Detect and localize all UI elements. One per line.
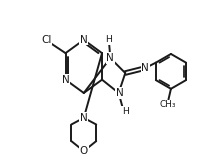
Text: N: N — [62, 75, 69, 85]
Text: N: N — [106, 53, 114, 63]
Text: N: N — [116, 88, 123, 98]
Text: H: H — [105, 35, 112, 44]
Text: O: O — [80, 146, 88, 156]
Text: N: N — [80, 35, 88, 45]
Text: H: H — [122, 107, 129, 116]
Text: Cl: Cl — [41, 35, 52, 45]
Text: N: N — [80, 113, 88, 123]
Text: N: N — [141, 63, 149, 73]
Text: CH₃: CH₃ — [159, 100, 176, 109]
